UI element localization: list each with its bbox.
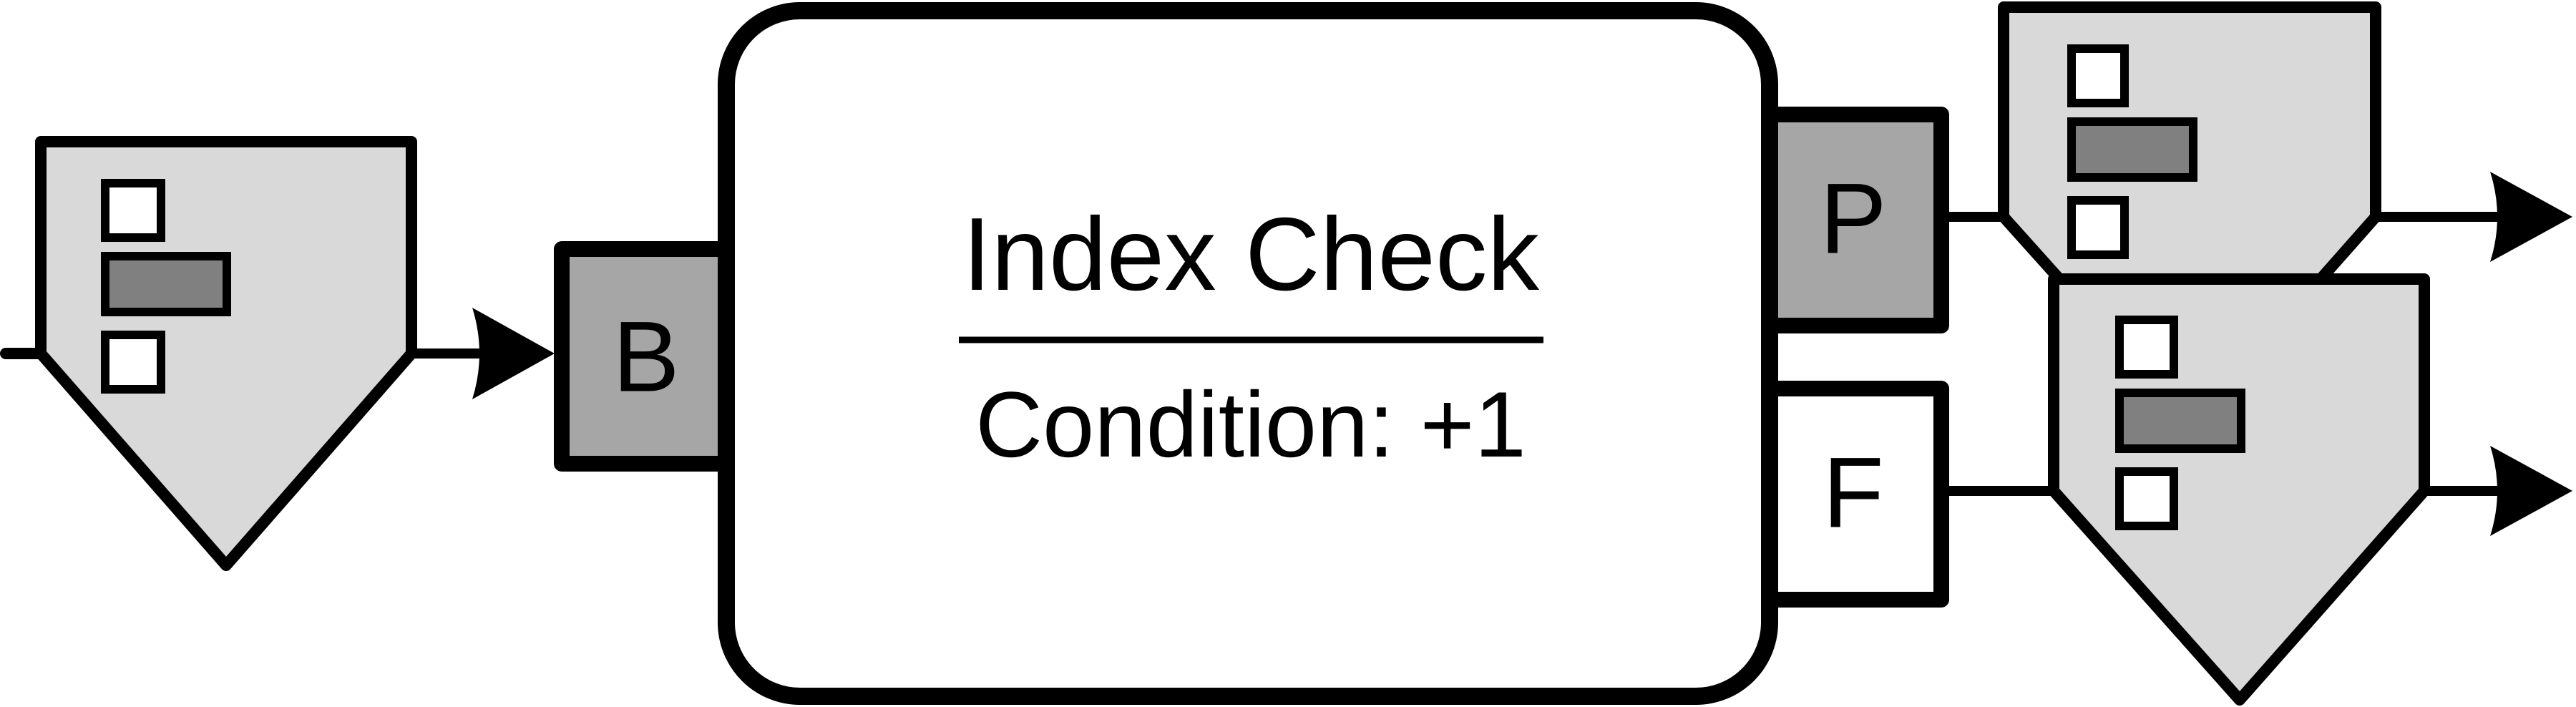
process-condition: Condition: +1: [975, 372, 1526, 477]
input-node-shape: [35, 136, 417, 571]
fail-node-checkbox-1: [2115, 316, 2178, 379]
fail-arrow-head: [2490, 446, 2572, 536]
input-node-checkbox-2: [101, 331, 165, 394]
fail-node-bar: [2115, 389, 2245, 453]
input-arrow-head: [472, 308, 555, 399]
process-block[interactable]: B P F Index Check Condition: +1: [554, 2, 1949, 705]
process-title: Index Check: [962, 196, 1539, 312]
port-p-label: P: [1820, 162, 1886, 275]
process-box: [718, 2, 1778, 705]
pass-node-checkbox-1: [2067, 44, 2129, 107]
pass-node-checkbox-2: [2067, 196, 2129, 259]
pass-node-bar: [2067, 117, 2197, 182]
port-b-label: B: [613, 301, 679, 413]
fail-node-shape: [2048, 273, 2430, 706]
fail-output-node[interactable]: [2048, 273, 2572, 706]
input-node-bar: [101, 252, 231, 316]
pass-arrow-head: [2490, 172, 2572, 262]
input-node[interactable]: [0, 136, 555, 571]
fail-node-checkbox-2: [2115, 467, 2178, 530]
port-f-label: F: [1823, 437, 1884, 549]
input-node-checkbox-1: [101, 179, 165, 242]
